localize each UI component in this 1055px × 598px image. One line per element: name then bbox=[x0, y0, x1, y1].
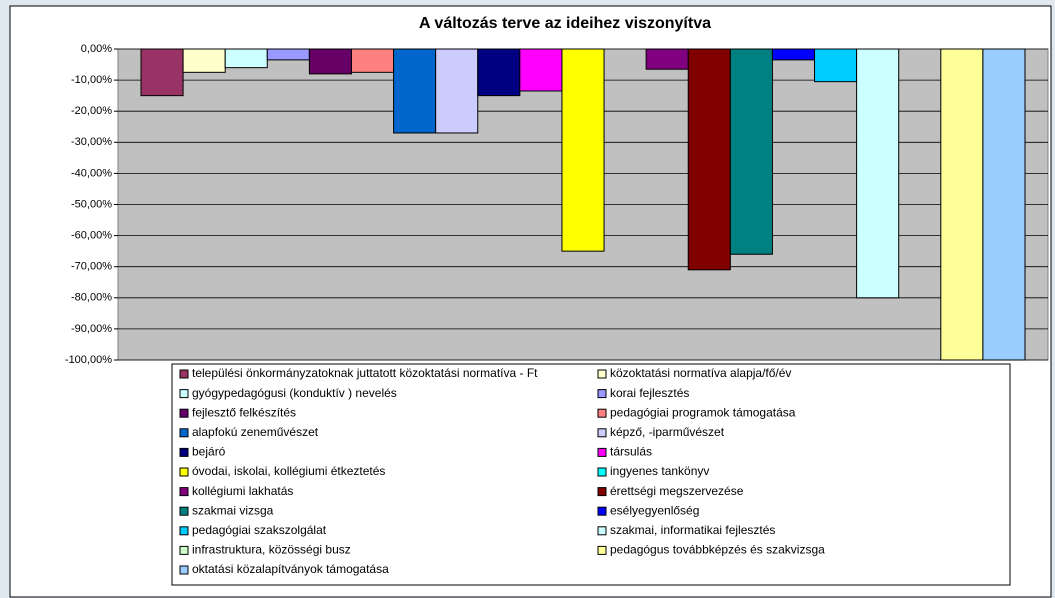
bar bbox=[940, 48, 984, 361]
legend-label: kollégiumi lakhatás bbox=[192, 484, 293, 498]
chart-title: A változás terve az ideihez viszonyítva bbox=[419, 15, 711, 32]
y-tick-label: -30,00% bbox=[71, 136, 112, 148]
bar bbox=[308, 48, 352, 75]
legend-label: korai fejlesztés bbox=[610, 386, 689, 400]
bar bbox=[729, 48, 773, 255]
legend-swatch bbox=[597, 447, 607, 457]
legend-label: pedagógus továbbképzés és szakvizsga bbox=[610, 543, 825, 557]
legend-swatch bbox=[597, 408, 607, 418]
legend-label: szakmai, informatikai fejlesztés bbox=[610, 523, 775, 537]
legend-label: érettségi megszervezése bbox=[610, 484, 744, 498]
legend-swatch bbox=[179, 565, 189, 575]
legend-swatch bbox=[597, 467, 607, 477]
legend-swatch bbox=[597, 506, 607, 516]
legend-swatch bbox=[179, 545, 189, 555]
bar bbox=[477, 48, 521, 97]
y-tick-label: -60,00% bbox=[71, 230, 112, 242]
bar bbox=[645, 48, 689, 70]
legend-swatch bbox=[597, 428, 607, 438]
legend-swatch bbox=[179, 447, 189, 457]
bar bbox=[519, 48, 563, 92]
legend-label: infrastruktura, közösségi busz bbox=[192, 543, 351, 557]
bar bbox=[771, 48, 816, 61]
y-tick-label: -80,00% bbox=[71, 292, 112, 304]
legend-label: gyógypedagógusi (konduktív ) nevelés bbox=[192, 386, 397, 400]
bar bbox=[350, 48, 395, 73]
bar bbox=[982, 48, 1026, 361]
bar bbox=[814, 48, 858, 83]
bar bbox=[182, 48, 226, 73]
legend-label: közoktatási normatíva alapja/fő/év bbox=[610, 366, 791, 380]
y-tick-label: -50,00% bbox=[71, 198, 112, 210]
legend-swatch bbox=[597, 545, 607, 555]
y-tick-label: -100,00% bbox=[65, 354, 112, 366]
legend-swatch bbox=[597, 389, 607, 399]
bar bbox=[224, 48, 268, 69]
bar bbox=[435, 48, 479, 134]
y-tick-label: -90,00% bbox=[71, 323, 112, 335]
legend-swatch bbox=[597, 369, 607, 379]
legend-label: alapfokú zeneművészet bbox=[192, 425, 319, 439]
legend-label: oktatási közalapítványok támogatása bbox=[192, 562, 389, 576]
legend-swatch bbox=[179, 467, 189, 477]
y-tick-label: -10,00% bbox=[71, 74, 112, 86]
legend-label: társulás bbox=[610, 445, 652, 459]
y-tick-label: -40,00% bbox=[71, 167, 112, 179]
legend-swatch bbox=[179, 526, 189, 536]
bar bbox=[266, 48, 310, 61]
bar bbox=[856, 48, 900, 299]
bar bbox=[561, 48, 605, 252]
legend-swatch bbox=[179, 487, 189, 497]
legend-label: pedagógiai szakszolgálat bbox=[192, 523, 327, 537]
legend bbox=[171, 363, 1011, 586]
legend-label: bejáró bbox=[192, 445, 226, 459]
legend-swatch bbox=[179, 428, 189, 438]
y-tick-label: -20,00% bbox=[71, 105, 112, 117]
legend-swatch bbox=[597, 487, 607, 497]
legend-swatch bbox=[179, 506, 189, 516]
y-tick-label: 0,00% bbox=[81, 43, 112, 55]
y-tick-label: -70,00% bbox=[71, 261, 112, 273]
legend-label: települési önkormányzatoknak juttatott k… bbox=[192, 366, 538, 380]
legend-swatch bbox=[179, 369, 189, 379]
legend-label: óvodai, iskolai, kollégiumi étkeztetés bbox=[192, 464, 385, 478]
legend-swatch bbox=[179, 408, 189, 418]
legend-label: esélyegyenlőség bbox=[610, 503, 699, 517]
bar bbox=[687, 48, 731, 271]
legend-label: pedagógiai programok támogatása bbox=[610, 405, 796, 419]
legend-label: ingyenes tankönyv bbox=[610, 464, 709, 478]
legend-swatch bbox=[179, 389, 189, 399]
legend-label: fejlesztő felkészítés bbox=[192, 405, 296, 419]
legend-label: szakmai vizsga bbox=[192, 503, 274, 517]
bar bbox=[140, 48, 184, 97]
bar bbox=[393, 48, 437, 134]
legend-swatch bbox=[597, 526, 607, 536]
legend-label: képző, -iparművészet bbox=[610, 425, 725, 439]
